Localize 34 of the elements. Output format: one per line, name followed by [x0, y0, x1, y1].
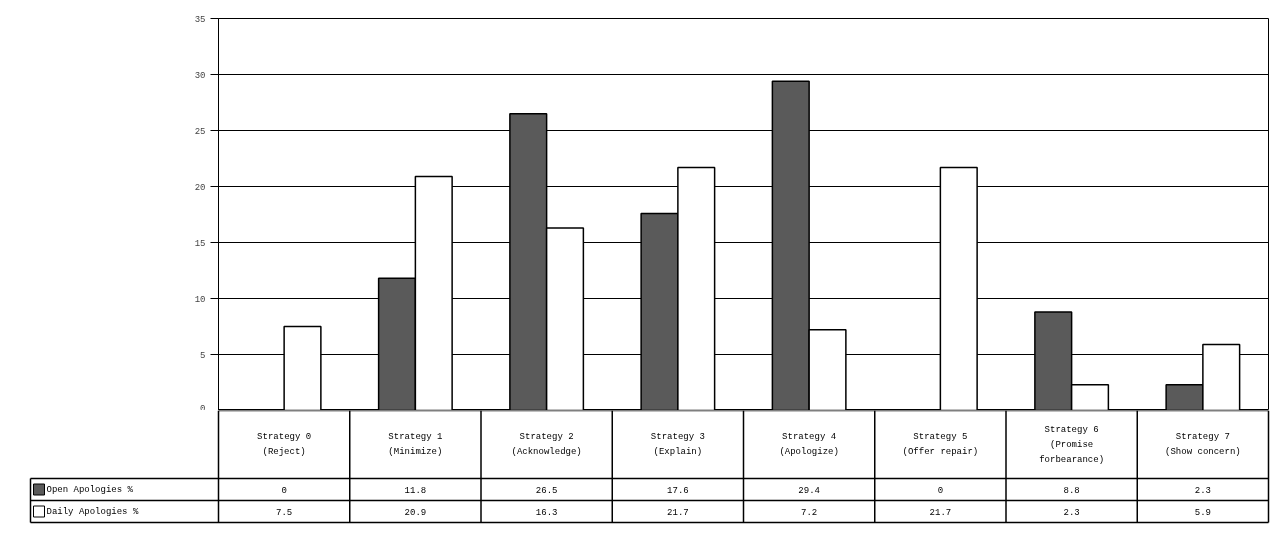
data-label: 8.8: [1063, 485, 1080, 496]
data-label: 16.3: [535, 507, 558, 518]
y-tick-label: 35: [194, 14, 206, 25]
data-label: 7.5: [276, 507, 293, 518]
y-tick-label: 10: [194, 294, 206, 305]
legend-label: Daily Apologies %: [46, 506, 139, 517]
data-label: 0: [281, 485, 287, 496]
data-label: 7.2: [801, 507, 818, 518]
y-tick-label: 20: [194, 182, 206, 193]
data-label: 0: [937, 485, 944, 496]
data-label: 2.3: [1063, 507, 1080, 518]
y-tick-label: 15: [194, 238, 206, 249]
data-label: 20.9: [404, 507, 427, 518]
data-label: 2.3: [1194, 485, 1211, 496]
x-tick-label: Strategy 3 (Explain): [650, 432, 705, 457]
x-tick-label: Strategy 7 (Show concern): [1165, 432, 1241, 457]
legend-label: Open Apologies %: [46, 484, 134, 495]
x-tick-label: Strategy 2 (Acknowledge): [511, 432, 582, 457]
x-tick-label: Strategy 5 (Offer repair): [902, 432, 979, 457]
y-tick-label: 25: [194, 126, 206, 137]
data-label: 17.6: [667, 485, 689, 496]
x-tick-label: Strategy 1 (Minimize): [388, 432, 443, 457]
y-tick-label: 5: [200, 350, 206, 361]
data-label: 21.7: [929, 507, 952, 518]
data-label: 26.5: [535, 485, 558, 496]
data-label: 21.7: [667, 507, 689, 518]
x-tick-label: Strategy 4 (Apologize): [779, 432, 839, 457]
data-label: 29.4: [798, 485, 820, 496]
y-tick-label: 0: [200, 403, 206, 414]
data-label: 11.8: [404, 485, 427, 496]
data-label: 5.9: [1194, 507, 1211, 518]
x-tick-label: Strategy 6 (Promise forbearance): [1039, 424, 1105, 465]
y-tick-label: 30: [194, 70, 206, 81]
x-tick-label: Strategy 0 (Reject): [257, 432, 312, 457]
